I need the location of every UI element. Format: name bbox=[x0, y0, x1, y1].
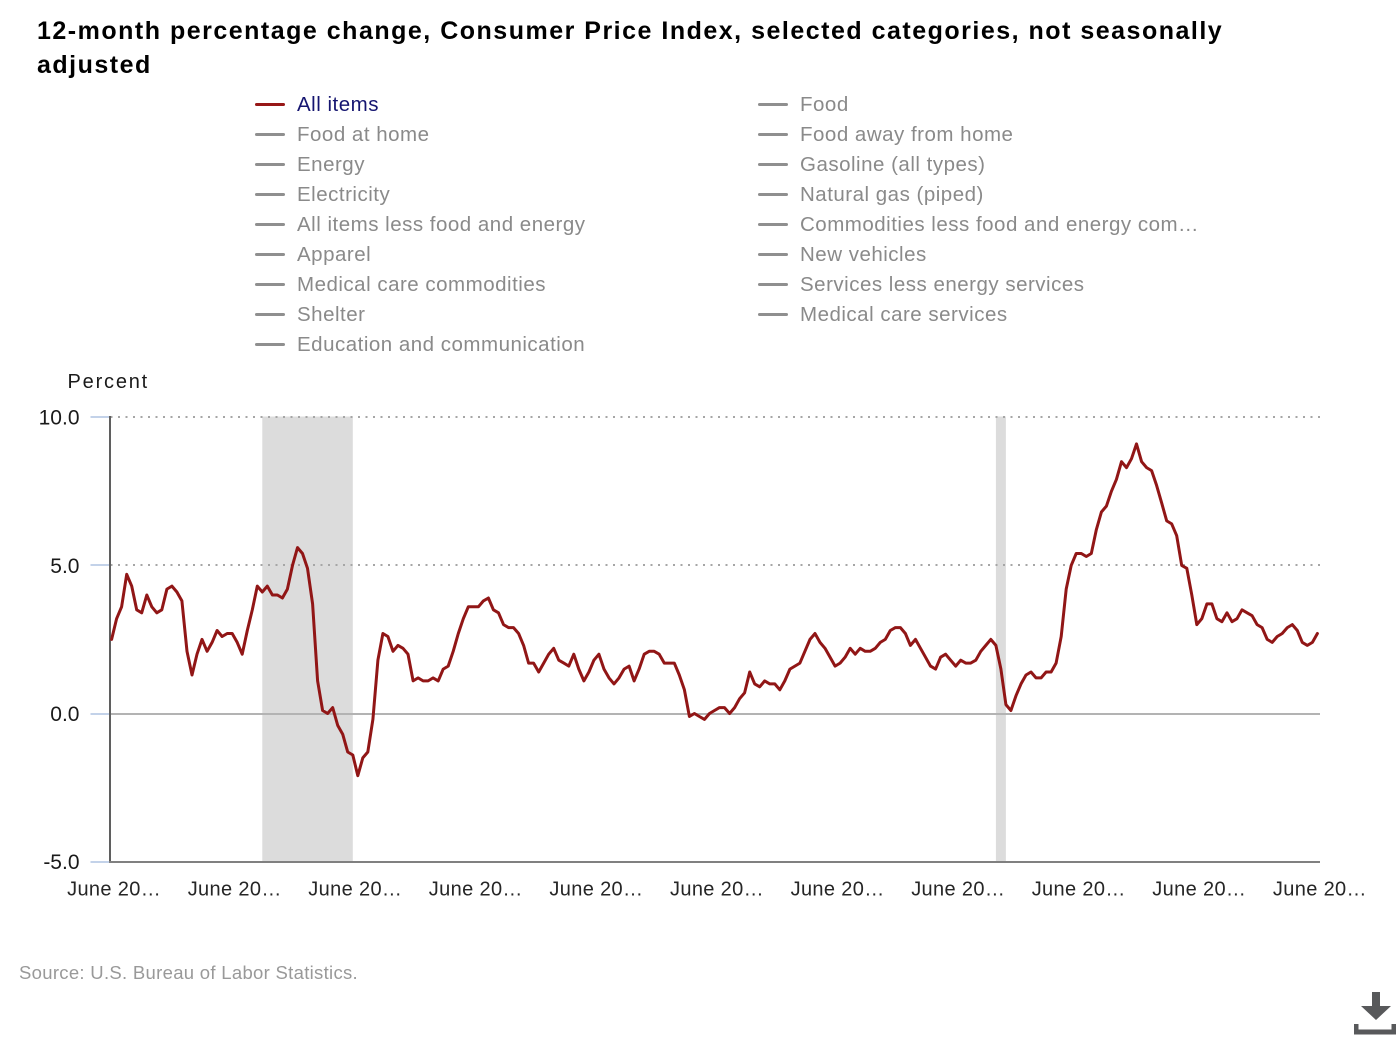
svg-text:June 20…: June 20… bbox=[67, 879, 161, 901]
svg-text:10.0: 10.0 bbox=[39, 407, 80, 430]
svg-text:-5.0: -5.0 bbox=[43, 851, 79, 874]
svg-text:June 20…: June 20… bbox=[670, 879, 764, 901]
svg-text:June 20…: June 20… bbox=[549, 879, 643, 901]
svg-text:June 20…: June 20… bbox=[308, 879, 402, 901]
svg-text:June 20…: June 20… bbox=[1273, 879, 1367, 901]
svg-text:June 20…: June 20… bbox=[911, 879, 1005, 901]
svg-text:June 20…: June 20… bbox=[429, 879, 523, 901]
svg-text:5.0: 5.0 bbox=[50, 555, 79, 578]
svg-text:0.0: 0.0 bbox=[50, 703, 79, 726]
svg-text:June 20…: June 20… bbox=[1152, 879, 1246, 901]
svg-text:June 20…: June 20… bbox=[1032, 879, 1126, 901]
svg-text:June 20…: June 20… bbox=[791, 879, 885, 901]
svg-text:June 20…: June 20… bbox=[188, 879, 282, 901]
